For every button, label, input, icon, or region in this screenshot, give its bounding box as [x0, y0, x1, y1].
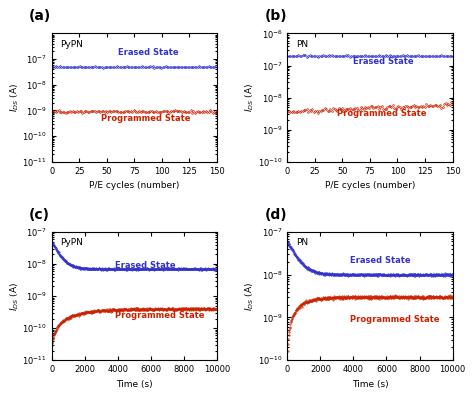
Text: Erased State: Erased State — [115, 261, 175, 270]
Text: Erased State: Erased State — [118, 48, 179, 57]
Text: (d): (d) — [264, 208, 287, 222]
Text: Erased State: Erased State — [350, 256, 411, 265]
Text: (c): (c) — [28, 208, 50, 222]
Text: PyPN: PyPN — [60, 40, 83, 49]
X-axis label: P/E cycles (number): P/E cycles (number) — [89, 181, 180, 190]
Y-axis label: $I_{DS}$ (A): $I_{DS}$ (A) — [9, 281, 21, 310]
Text: Programmed State: Programmed State — [115, 311, 204, 320]
Text: PN: PN — [296, 238, 308, 247]
Y-axis label: $I_{DS}$ (A): $I_{DS}$ (A) — [244, 281, 256, 310]
Text: (b): (b) — [264, 9, 287, 23]
X-axis label: Time (s): Time (s) — [352, 380, 388, 389]
X-axis label: Time (s): Time (s) — [116, 380, 153, 389]
Text: Programmed State: Programmed State — [337, 108, 427, 118]
Text: (a): (a) — [28, 9, 51, 23]
Text: PN: PN — [296, 40, 308, 49]
Text: Erased State: Erased State — [354, 57, 414, 66]
Text: Programmed State: Programmed State — [101, 114, 191, 123]
Y-axis label: $I_{DS}$ (A): $I_{DS}$ (A) — [9, 83, 21, 112]
Text: Programmed State: Programmed State — [350, 315, 440, 324]
X-axis label: P/E cycles (number): P/E cycles (number) — [325, 181, 415, 190]
Text: PyPN: PyPN — [60, 238, 83, 247]
Y-axis label: $I_{DS}$ (A): $I_{DS}$ (A) — [244, 83, 256, 112]
